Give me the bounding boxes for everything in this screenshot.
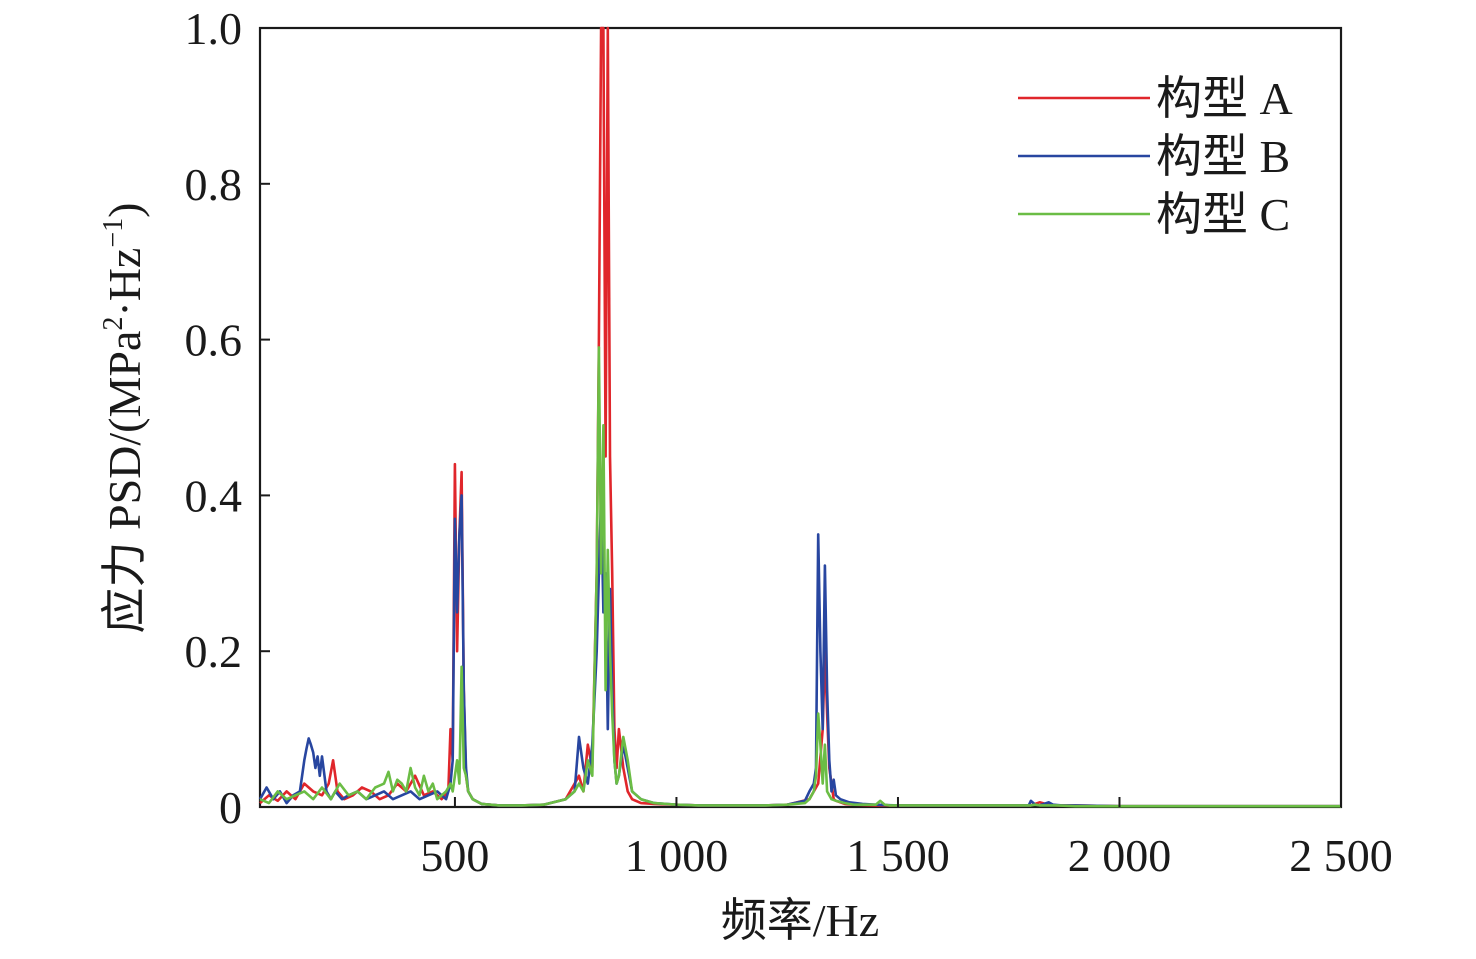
y-axis-title-sup1: 2: [98, 317, 129, 331]
y-tick-label: 0.6: [185, 315, 243, 366]
y-axis-title-sup2: −1: [98, 218, 129, 248]
legend-label-3: 构型 C: [1156, 189, 1290, 240]
x-tick-label: 1 500: [846, 830, 950, 881]
y-tick-label: 0: [219, 782, 242, 833]
x-tick-label: 500: [420, 830, 489, 881]
plot-frame: [258, 26, 1343, 809]
y-axis-title: 应力 PSD/(MPa2·Hz−1): [98, 203, 150, 634]
x-tick-label: 1 000: [625, 830, 729, 881]
y-axis-title-prefix: 应力 PSD/(MPa: [99, 331, 150, 634]
x-axis: 500 1 000 1 500 2 000 2 500: [420, 797, 1393, 881]
y-axis: 0 0.2 0.4 0.6 0.8 1.0: [185, 3, 270, 833]
legend-label-1: 构型 A: [1156, 73, 1293, 124]
y-axis-title-suffix: ): [99, 203, 150, 218]
series-line-2: [258, 494, 1341, 808]
y-tick-label: 0.4: [185, 470, 243, 521]
y-tick-label: 0.2: [185, 626, 243, 677]
legend: 构型 A 构型 B 构型 C: [1018, 73, 1293, 240]
x-axis-title: 频率/Hz: [721, 895, 879, 946]
y-tick-label: 0.8: [185, 159, 243, 210]
series-layer: [258, 26, 1341, 808]
y-axis-title-middle: ·Hz: [99, 248, 150, 317]
x-tick-label: 2 500: [1289, 830, 1393, 881]
y-tick-label: 1.0: [185, 3, 243, 54]
x-tick-label: 2 000: [1068, 830, 1172, 881]
legend-label-2: 构型 B: [1156, 131, 1290, 182]
series-line-3: [259, 346, 1341, 808]
